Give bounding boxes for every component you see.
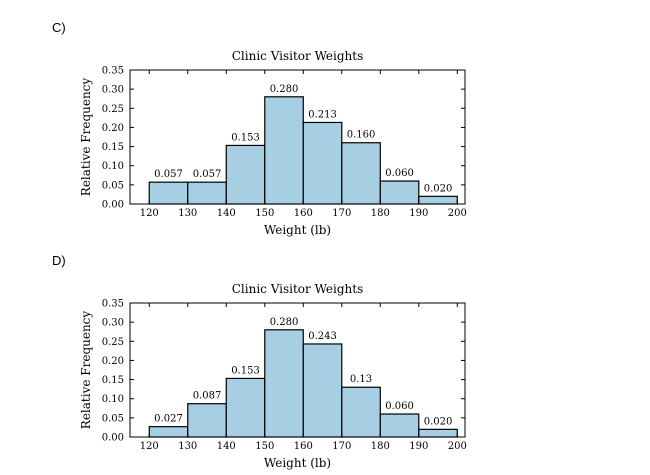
- x-tick-label: 130: [178, 208, 197, 219]
- y-tick-label: 0.10: [102, 394, 124, 405]
- x-tick-label: 190: [409, 441, 428, 452]
- y-tick-label: 0.00: [102, 433, 124, 444]
- y-tick-label: 0.05: [102, 180, 124, 191]
- histogram-bar: [225, 377, 266, 438]
- chart-title: Clinic Visitor Weights: [232, 49, 364, 63]
- y-tick-label: 0.15: [102, 375, 124, 386]
- histogram-bar: [302, 121, 343, 205]
- y-tick-label: 0.25: [102, 104, 124, 115]
- bar-value-label: 0.243: [308, 331, 337, 342]
- histogram-bar: [148, 181, 189, 205]
- x-tick-label: 180: [371, 441, 390, 452]
- plot-frame: [129, 69, 466, 205]
- bar-value-label: 0.280: [270, 317, 299, 328]
- histogram-bar: [302, 343, 343, 438]
- y-tick-label: 0.00: [102, 200, 124, 211]
- histogram-bar: [341, 386, 381, 438]
- x-tick-label: 130: [178, 441, 197, 452]
- bar-value-label: 0.060: [385, 168, 414, 179]
- x-axis-label: Weight (lb): [264, 456, 331, 470]
- x-tick-label: 120: [140, 441, 159, 452]
- histogram-bar: [418, 195, 458, 205]
- y-tick-label: 0.35: [102, 66, 124, 77]
- bar-value-label: 0.087: [193, 391, 222, 402]
- bar-value-label: 0.020: [424, 416, 453, 427]
- bar-value-label: 0.057: [193, 169, 222, 180]
- bar-value-label: 0.057: [154, 169, 183, 180]
- plot-frame: [129, 302, 466, 438]
- y-tick-label: 0.20: [102, 123, 124, 134]
- y-tick-label: 0.10: [102, 161, 124, 172]
- x-tick-label: 140: [217, 208, 236, 219]
- x-tick-label: 140: [217, 441, 236, 452]
- bar-value-label: 0.153: [231, 132, 260, 143]
- histogram-bar: [418, 428, 458, 438]
- bar-value-label: 0.060: [385, 401, 414, 412]
- y-tick-label: 0.30: [102, 85, 124, 96]
- bar-value-label: 0.020: [424, 183, 453, 194]
- x-tick-label: 120: [140, 208, 159, 219]
- x-tick-label: 160: [294, 441, 313, 452]
- histogram-bar: [187, 181, 227, 205]
- x-tick-label: 180: [371, 208, 390, 219]
- x-tick-label: 150: [255, 208, 274, 219]
- x-axis-label: Weight (lb): [264, 223, 331, 237]
- histogram-bar: [379, 413, 420, 438]
- chart-title: Clinic Visitor Weights: [232, 282, 364, 296]
- histogram-bar: [379, 180, 420, 205]
- option-label-c: C): [52, 20, 66, 35]
- histogram-bar: [148, 426, 189, 438]
- y-axis-label: Relative Frequency: [79, 311, 93, 430]
- bar-value-label: 0.027: [154, 414, 183, 425]
- histogram-bar: [264, 96, 304, 205]
- histogram-bar: [225, 144, 266, 205]
- x-tick-label: 200: [448, 441, 467, 452]
- x-tick-label: 160: [294, 208, 313, 219]
- y-tick-label: 0.20: [102, 356, 124, 367]
- bar-value-label: 0.213: [308, 109, 337, 120]
- y-tick-label: 0.35: [102, 299, 124, 310]
- x-tick-label: 150: [255, 441, 274, 452]
- y-tick-label: 0.05: [102, 413, 124, 424]
- bar-value-label: 0.280: [270, 84, 299, 95]
- x-tick-label: 170: [332, 441, 351, 452]
- x-tick-label: 200: [448, 208, 467, 219]
- y-tick-label: 0.15: [102, 142, 124, 153]
- histogram-bar: [341, 142, 381, 205]
- bar-value-label: 0.160: [347, 130, 376, 141]
- histogram-bar: [187, 403, 227, 438]
- histogram-chart-c: Clinic Visitor Weights 0.057 0.057 0.153 0.2…: [79, 49, 467, 237]
- histogram-chart-d: Clinic Visitor Weights 0.027 0.087 0.153 0.2…: [79, 282, 467, 470]
- option-label-d: D): [52, 253, 66, 268]
- y-axis-label: Relative Frequency: [79, 78, 93, 197]
- bar-value-label: 0.153: [231, 365, 260, 376]
- y-tick-label: 0.25: [102, 337, 124, 348]
- x-tick-label: 190: [409, 208, 428, 219]
- histogram-bar: [264, 329, 304, 438]
- y-tick-label: 0.30: [102, 318, 124, 329]
- x-tick-label: 170: [332, 208, 351, 219]
- bar-value-label: 0.13: [350, 374, 372, 385]
